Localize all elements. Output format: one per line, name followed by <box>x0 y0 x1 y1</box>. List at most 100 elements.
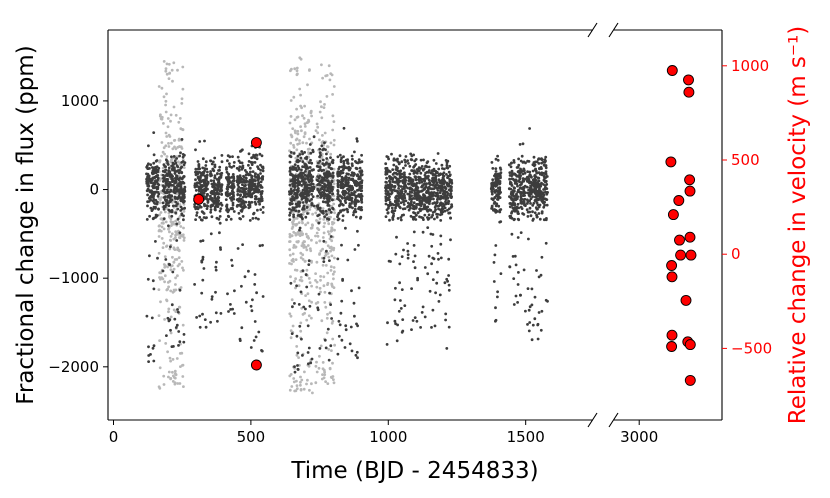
flux-point <box>305 318 309 322</box>
flux-point <box>292 218 296 221</box>
flux-point <box>296 164 300 168</box>
flux-point <box>337 211 341 215</box>
flux-segment <box>224 154 236 315</box>
flux-point <box>429 197 433 201</box>
flux-point <box>384 162 388 166</box>
flux-point <box>447 188 451 192</box>
flux-point <box>328 78 332 82</box>
flux-point <box>496 290 499 294</box>
flux-point <box>258 152 262 156</box>
flux-point <box>172 237 176 241</box>
flux-point <box>297 221 301 225</box>
flux-point <box>323 173 326 177</box>
flux-point <box>304 307 307 311</box>
flux-point <box>256 173 260 177</box>
flux-point <box>412 244 416 247</box>
flux-point <box>303 122 307 126</box>
flux-point <box>354 198 357 201</box>
flux-point <box>289 99 293 102</box>
flux-point <box>410 200 413 204</box>
flux-point <box>322 284 326 288</box>
flux-point <box>318 347 322 350</box>
flux-point <box>540 167 543 171</box>
flux-point <box>357 286 361 290</box>
flux-point <box>151 169 155 172</box>
flux-point <box>299 329 303 333</box>
flux-point <box>319 209 322 213</box>
flux-point <box>543 197 547 201</box>
flux-point <box>399 201 403 205</box>
flux-point <box>294 156 298 160</box>
flux-point <box>288 121 292 125</box>
flux-point <box>513 254 517 258</box>
flux-point <box>437 300 441 303</box>
flux-point <box>318 252 322 255</box>
flux-segment <box>507 157 521 306</box>
flux-point <box>167 370 171 374</box>
flux-point <box>324 264 328 267</box>
flux-point <box>296 179 300 183</box>
flux-point <box>209 204 213 208</box>
flux-point <box>528 170 532 174</box>
flux-point <box>327 222 331 226</box>
flux-point <box>168 171 171 174</box>
flux-segment <box>384 152 408 346</box>
flux-point <box>340 243 343 247</box>
flux-point <box>300 191 304 195</box>
flux-point <box>518 180 521 184</box>
flux-point <box>358 166 362 170</box>
flux-point <box>203 139 206 143</box>
flux-point <box>211 199 215 203</box>
flux-point <box>515 195 519 199</box>
flux-point <box>413 183 417 187</box>
flux-point <box>336 171 340 174</box>
flux-point <box>248 219 252 222</box>
flux-point <box>199 187 203 191</box>
flux-point <box>318 174 322 178</box>
flux-point <box>400 288 404 291</box>
flux-point <box>439 189 442 193</box>
flux-point <box>251 217 255 220</box>
flux-point <box>360 179 364 183</box>
flux-point <box>308 143 312 146</box>
flux-point <box>232 210 236 213</box>
rv-point <box>666 329 678 341</box>
flux-point <box>199 176 202 180</box>
flux-point <box>330 317 333 320</box>
flux-point <box>261 178 264 181</box>
flux-point <box>197 167 201 171</box>
flux-point <box>253 320 257 323</box>
flux-point <box>218 168 221 172</box>
flux-point <box>423 266 427 269</box>
flux-point <box>289 141 293 145</box>
flux-point <box>394 165 398 169</box>
flux-point <box>315 370 319 374</box>
flux-point <box>241 166 245 170</box>
flux-point <box>229 303 232 306</box>
flux-point <box>310 300 313 304</box>
flux-point <box>426 189 429 193</box>
flux-point <box>440 212 444 216</box>
flux-point <box>360 153 363 157</box>
flux-point <box>432 158 436 162</box>
flux-point <box>343 189 347 193</box>
x-tick-label: 500 <box>237 428 266 446</box>
flux-point <box>175 323 179 327</box>
flux-point <box>308 137 311 141</box>
flux-point <box>213 164 217 168</box>
flux-point <box>351 157 354 161</box>
flux-point <box>445 163 449 167</box>
flux-point <box>300 279 304 283</box>
flux-point <box>179 205 183 209</box>
flux-point <box>397 187 400 190</box>
flux-point <box>168 215 172 219</box>
flux-point <box>496 295 499 299</box>
flux-point <box>445 347 449 350</box>
flux-point <box>220 154 224 157</box>
flux-point <box>327 204 331 207</box>
flux-point <box>194 167 198 171</box>
flux-point <box>182 268 185 272</box>
flux-point <box>424 165 427 168</box>
flux-point <box>167 77 171 80</box>
